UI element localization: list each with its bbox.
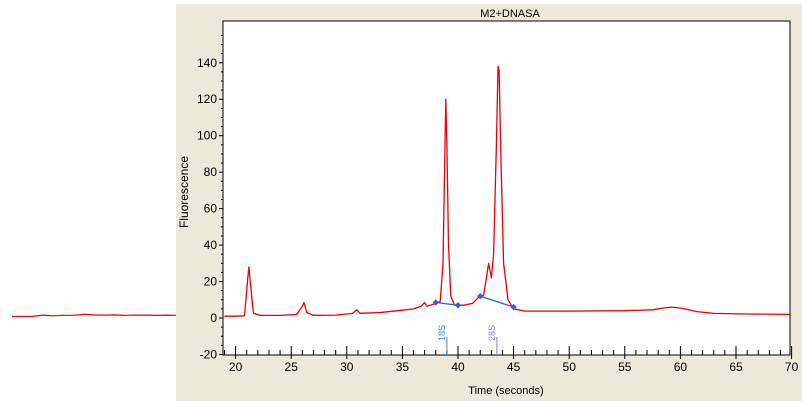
y-tick-label: 120 <box>197 92 217 106</box>
x-tick-label: 40 <box>451 360 465 374</box>
y-tick-label: 80 <box>204 165 218 179</box>
x-tick-label: 45 <box>507 360 521 374</box>
x-axis-label: Time (seconds) <box>468 385 543 397</box>
plot-area <box>222 20 791 356</box>
x-tick-label: 70 <box>785 360 799 374</box>
x-tick-label: 20 <box>229 360 243 374</box>
y-tick-label: 20 <box>204 275 218 289</box>
plot-layer: -20 0 20 40 60 80 100 120 140 20 25 30 35 40 45 50 55 60 6… <box>11 34 799 374</box>
y-tick-label: 60 <box>204 202 218 216</box>
baseline-segment <box>435 301 459 306</box>
y-tick-label: 0 <box>210 311 217 325</box>
peak-marker-label: 18S <box>437 325 447 341</box>
x-tick-label: 55 <box>618 360 632 374</box>
y-tick-label: 40 <box>204 238 218 252</box>
series-line <box>224 65 790 317</box>
x-tick-label: 50 <box>563 360 577 374</box>
x-tick-label: 30 <box>340 360 354 374</box>
baseline-marker <box>432 299 439 306</box>
y-axis-label: Fluorescence <box>177 156 191 228</box>
x-tick-label: 25 <box>285 360 299 374</box>
x-tick-label: 35 <box>396 360 410 374</box>
pre-trace-line <box>11 313 177 318</box>
y-tick-label: 100 <box>197 129 217 143</box>
y-tick-label: 140 <box>197 56 217 70</box>
peak-marker-label: 28S <box>487 325 497 341</box>
y-tick-label: -20 <box>200 347 218 361</box>
chart-title: M2+DNASA <box>480 8 540 20</box>
baseline-marker <box>477 292 484 300</box>
x-tick-label: 65 <box>729 360 743 374</box>
x-tick-label: 60 <box>674 360 688 374</box>
baseline-segment <box>480 295 514 308</box>
baseline-marker <box>510 303 517 311</box>
baseline-marker <box>454 302 462 309</box>
